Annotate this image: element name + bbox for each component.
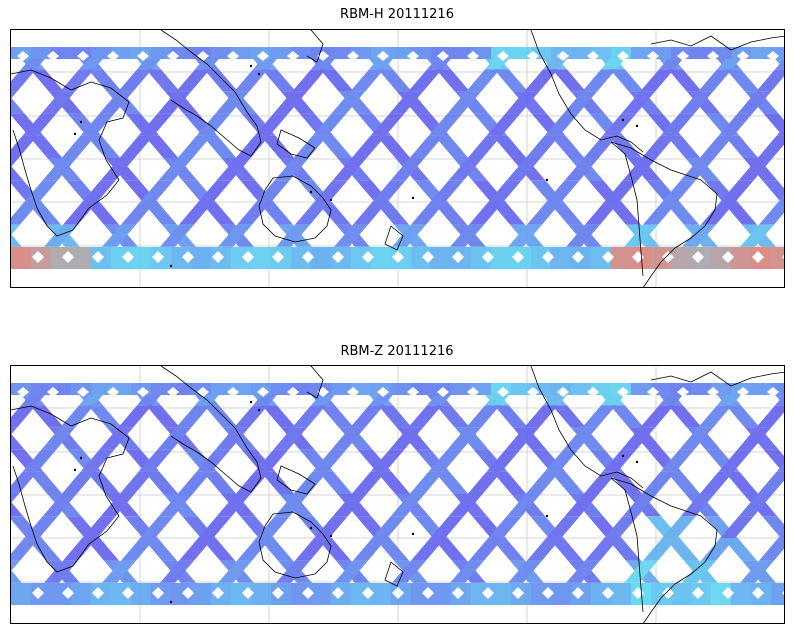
panel-title-top: RBM-H 20111216 (340, 7, 454, 22)
swath-map-top (11, 30, 784, 287)
panel-title-bottom: RBM-Z 20111216 (340, 344, 454, 359)
swath-tracks (11, 47, 784, 269)
swath-map-bottom (11, 366, 784, 623)
coastlines (11, 366, 784, 623)
coastlines (11, 30, 784, 287)
map-panel-top (10, 29, 785, 288)
swath-tracks (11, 383, 784, 605)
map-panel-bottom (10, 365, 785, 624)
